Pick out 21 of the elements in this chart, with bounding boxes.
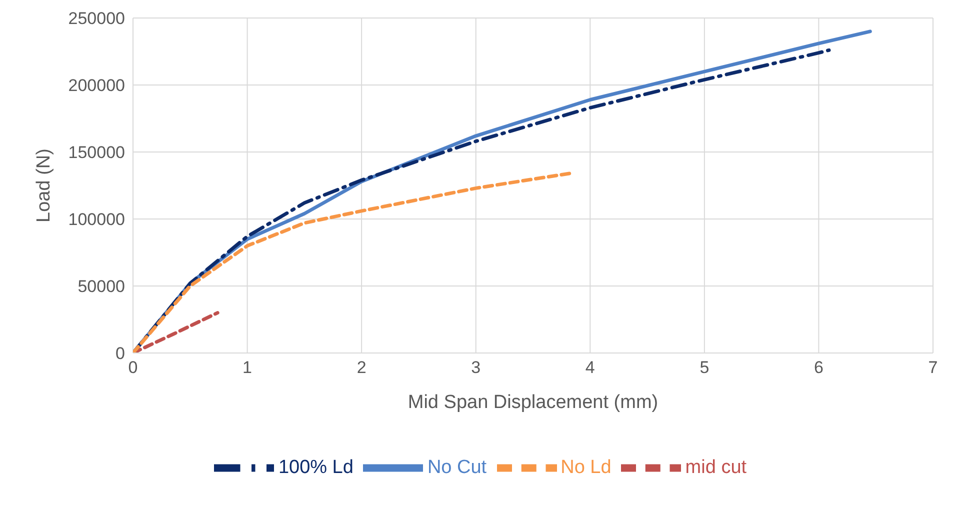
- y-tick-label: 0: [116, 344, 125, 364]
- y-tick-label: 200000: [68, 76, 125, 96]
- y-tick-label: 50000: [78, 277, 125, 296]
- line-series: [133, 172, 572, 353]
- x-tick-label: 4: [585, 358, 595, 378]
- x-tick-label: 5: [700, 358, 710, 378]
- legend-label: No Cut: [427, 457, 487, 478]
- legend-label: No Ld: [560, 457, 612, 478]
- legend-label: mid cut: [685, 457, 747, 478]
- x-tick-label: 0: [128, 358, 138, 378]
- x-tick-label: 2: [356, 358, 366, 378]
- x-tick-label: 1: [242, 358, 252, 378]
- y-axis-title: Load (N): [34, 148, 55, 222]
- x-tick-label: 3: [471, 358, 481, 378]
- x-tick-label: 6: [814, 358, 824, 378]
- x-axis-title: Mid Span Displacement (mm): [408, 392, 658, 413]
- y-tick-label: 250000: [68, 9, 125, 28]
- y-tick-label: 100000: [68, 210, 125, 230]
- x-tick-label: 7: [928, 358, 938, 378]
- y-tick-label: 150000: [68, 143, 125, 162]
- legend-label: 100% Ld: [278, 457, 354, 478]
